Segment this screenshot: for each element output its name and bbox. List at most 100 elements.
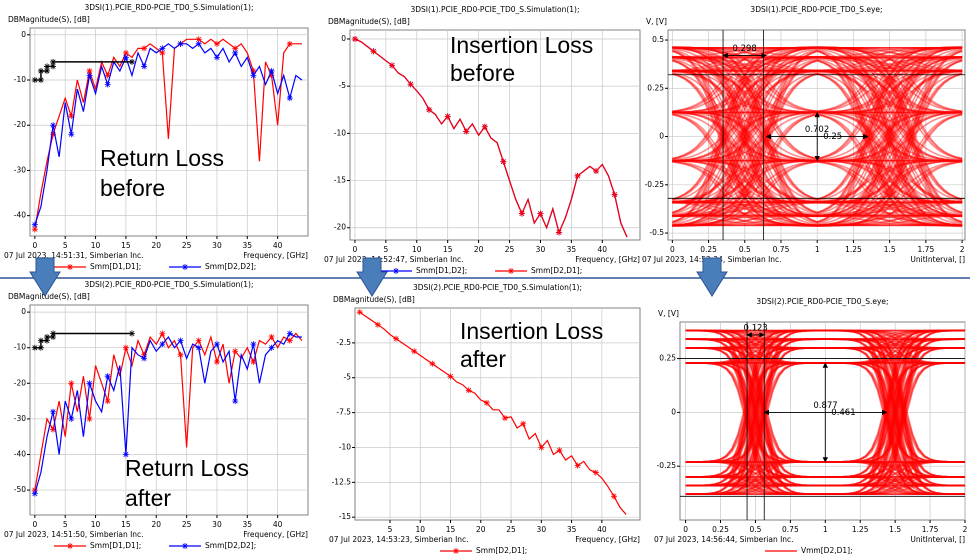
eye-trace bbox=[825, 362, 965, 478]
eye-trace bbox=[825, 362, 965, 463]
series-marker bbox=[141, 45, 148, 52]
eye-trace bbox=[685, 347, 826, 364]
eye-trace bbox=[825, 461, 965, 487]
eye-trace bbox=[672, 201, 818, 217]
eye-trace bbox=[672, 46, 818, 72]
x-tick-label: 35 bbox=[243, 241, 253, 250]
eye-trace bbox=[825, 347, 965, 364]
eye-trace bbox=[817, 111, 963, 227]
eye-trace bbox=[825, 329, 965, 341]
eye-trace bbox=[672, 56, 818, 72]
annotation: Return Loss bbox=[100, 145, 224, 171]
eye-trace bbox=[685, 338, 826, 349]
eye-trace bbox=[685, 461, 826, 487]
x-tick-label: 15 bbox=[446, 525, 456, 534]
x-tick-label: 5 bbox=[63, 520, 68, 529]
eye-trace bbox=[685, 338, 826, 463]
eye-trace bbox=[817, 201, 963, 227]
eye-trace bbox=[817, 113, 963, 227]
eye-trace bbox=[672, 46, 818, 112]
eye-trace bbox=[817, 59, 963, 227]
eye-trace bbox=[825, 476, 965, 495]
x-axis-label: Frequency, [GHz] bbox=[575, 255, 640, 264]
series-marker bbox=[426, 106, 433, 113]
eye-trace bbox=[825, 461, 965, 495]
series-marker bbox=[374, 321, 381, 328]
series-marker bbox=[574, 462, 581, 469]
y-tick-label: -30 bbox=[14, 414, 26, 423]
eye-trace bbox=[672, 48, 818, 114]
eye-trace bbox=[825, 461, 965, 478]
series-marker bbox=[31, 226, 38, 233]
eye-trace bbox=[672, 56, 818, 201]
eye-trace bbox=[816, 59, 963, 227]
eye-trace bbox=[672, 59, 818, 218]
eye-trace bbox=[825, 338, 965, 349]
eye-trace bbox=[685, 347, 826, 463]
eye-trace bbox=[672, 58, 818, 162]
eye-trace bbox=[685, 362, 826, 478]
eye-trace bbox=[672, 201, 818, 217]
eye-trace bbox=[672, 159, 818, 225]
eye-trace bbox=[825, 329, 965, 495]
eye-trace bbox=[672, 70, 818, 114]
eye-trace bbox=[672, 55, 818, 223]
eye-trace bbox=[672, 111, 818, 227]
eye-trace bbox=[825, 338, 965, 487]
eye-trace bbox=[825, 461, 965, 495]
eye-trace bbox=[825, 476, 965, 487]
eye-trace bbox=[672, 47, 818, 72]
eye-trace bbox=[685, 347, 826, 487]
x-tick-label: 15 bbox=[121, 241, 131, 250]
x-tick-label: 0 bbox=[670, 245, 675, 254]
eye-trace bbox=[672, 69, 818, 224]
eye-trace bbox=[685, 347, 826, 463]
eye-trace bbox=[817, 59, 963, 218]
eye-trace bbox=[825, 338, 965, 478]
eye-trace bbox=[825, 347, 965, 364]
eye-trace bbox=[672, 59, 818, 204]
eye-trace bbox=[685, 461, 826, 487]
eye-trace bbox=[825, 347, 965, 487]
y-tick-label: -5 bbox=[339, 81, 347, 90]
eye-trace bbox=[672, 111, 818, 202]
eye-trace bbox=[685, 362, 826, 495]
mask-marker bbox=[37, 344, 44, 351]
eye-trace bbox=[685, 461, 826, 487]
eye-trace bbox=[685, 347, 826, 478]
x-tick-label: 35 bbox=[243, 520, 253, 529]
legend-label: Smm[D1,D1]; bbox=[90, 262, 141, 271]
eye-trace bbox=[672, 159, 818, 217]
eye-trace bbox=[672, 56, 818, 162]
eye-trace bbox=[685, 338, 826, 478]
x-tick-label: 15 bbox=[121, 520, 131, 529]
eye-trace bbox=[825, 362, 965, 463]
x-tick-label: 15 bbox=[443, 245, 453, 254]
chart-panel: 3DSI(1).PCIE_RD0-PCIE_TD0_S.Simulation(1… bbox=[324, 5, 641, 275]
x-tick-label: 1.5 bbox=[889, 525, 901, 534]
eye-trace bbox=[825, 484, 965, 495]
eye-trace bbox=[817, 159, 963, 227]
series-marker bbox=[268, 334, 275, 341]
x-tick-label: 20 bbox=[476, 525, 486, 534]
eye-trace bbox=[817, 161, 963, 227]
series-marker bbox=[141, 63, 148, 70]
eye-trace bbox=[825, 338, 965, 487]
eye-trace bbox=[817, 215, 963, 227]
eye-trace bbox=[817, 72, 963, 204]
series-marker bbox=[213, 54, 220, 61]
measurement-label: 0.123 bbox=[743, 323, 767, 333]
series-line bbox=[34, 332, 302, 494]
series-marker bbox=[463, 128, 470, 135]
eye-trace bbox=[685, 329, 826, 478]
eye-trace bbox=[825, 329, 965, 463]
series-marker bbox=[159, 330, 166, 337]
y-axis-label: V, [V] bbox=[658, 309, 679, 318]
eye-trace bbox=[825, 461, 965, 478]
x-tick-label: 30 bbox=[536, 245, 546, 254]
eye-trace bbox=[825, 338, 965, 487]
eye-trace bbox=[685, 362, 826, 495]
x-tick-label: 30 bbox=[537, 525, 547, 534]
eye-trace bbox=[672, 46, 818, 114]
